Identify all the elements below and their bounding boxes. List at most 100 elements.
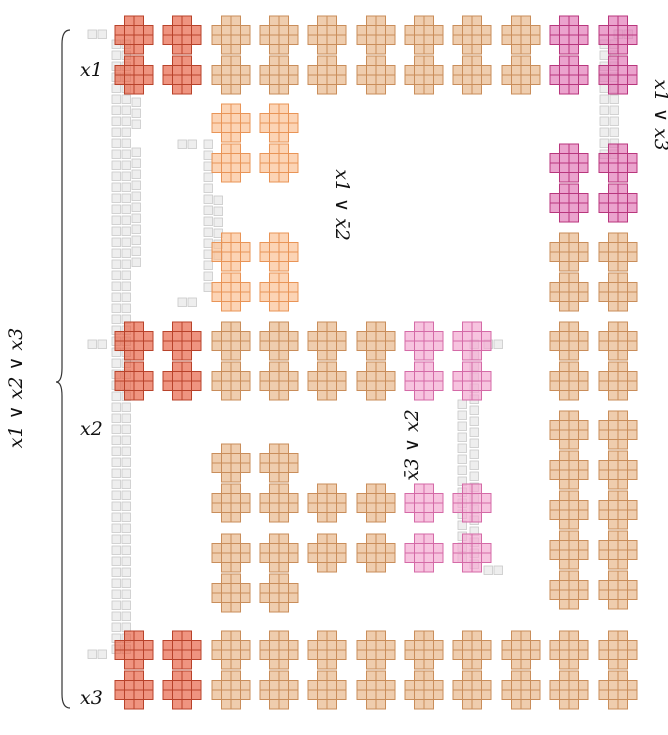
connector-tile — [121, 303, 131, 313]
gadget-w — [307, 321, 347, 361]
connector-tile — [121, 248, 131, 258]
connector-tile — [121, 116, 131, 126]
connector-tile — [111, 611, 121, 621]
connector-tile — [121, 226, 131, 236]
gadget-v — [162, 321, 202, 361]
connector-tile — [131, 235, 141, 245]
connector-tile — [121, 105, 131, 115]
connector-tile — [121, 622, 131, 632]
gadget-p — [404, 361, 444, 401]
connector-tile — [111, 479, 121, 489]
connector-tile — [131, 97, 141, 107]
connector-tile — [111, 193, 121, 203]
connector-tile — [121, 259, 131, 269]
connector-tile — [121, 402, 131, 412]
connector-tile — [213, 217, 223, 227]
connector-tile — [121, 138, 131, 148]
connector-tile — [121, 600, 131, 610]
gadget-m — [549, 183, 589, 223]
clause-label-notx3-x2: x̄3 ∨ x2 — [401, 409, 423, 481]
connector-tile — [609, 94, 619, 104]
gadget-w — [501, 55, 541, 95]
gadget-w — [501, 670, 541, 710]
gadget-o — [259, 143, 299, 183]
connector-tile — [187, 139, 197, 149]
clause-label-x1-notx2: x1 ∨ x̄2 — [331, 169, 353, 241]
connector-tile — [131, 213, 141, 223]
connector-tile — [457, 432, 467, 442]
gadget-w — [549, 570, 589, 610]
gadget-w — [598, 490, 638, 530]
connector-tile — [111, 457, 121, 467]
gadget-o — [259, 232, 299, 272]
gadget-w — [307, 533, 347, 573]
gadget-m — [549, 15, 589, 55]
gadget-w — [598, 450, 638, 490]
connector-tile — [111, 391, 121, 401]
connector-tile — [469, 460, 479, 470]
connector-tile — [111, 446, 121, 456]
connector-tile — [121, 534, 131, 544]
connector-tile — [121, 204, 131, 214]
gadget-m — [549, 55, 589, 95]
gadget-w — [307, 483, 347, 523]
connector-tile — [121, 479, 131, 489]
gadget-w — [404, 630, 444, 670]
connector-tile — [111, 160, 121, 170]
connector-tile — [121, 523, 131, 533]
connector-tile — [203, 282, 213, 292]
connector-tile — [131, 108, 141, 118]
connector-tile — [111, 171, 121, 181]
connector-tile — [121, 270, 131, 280]
connector-tile — [87, 339, 97, 349]
connector-tile — [131, 180, 141, 190]
clause-brace — [55, 29, 71, 709]
connector-tile — [111, 138, 121, 148]
connector-tile — [121, 545, 131, 555]
gadget-w — [259, 55, 299, 95]
connector-tile — [111, 50, 121, 60]
connector-tile — [111, 501, 121, 511]
gadget-w — [259, 321, 299, 361]
connector-tile — [457, 421, 467, 431]
connector-tile — [111, 567, 121, 577]
connector-tile — [111, 556, 121, 566]
gadget-w — [452, 630, 492, 670]
connector-tile — [121, 182, 131, 192]
connector-tile — [111, 622, 121, 632]
gadget-w — [211, 573, 251, 613]
gadget-v — [162, 361, 202, 401]
gadget-w — [211, 55, 251, 95]
connector-tile — [131, 169, 141, 179]
gadget-w — [549, 630, 589, 670]
gadget-w — [259, 533, 299, 573]
gadget-m — [598, 183, 638, 223]
connector-tile — [203, 183, 213, 193]
connector-tile — [483, 565, 493, 575]
connector-tile — [111, 413, 121, 423]
connector-tile — [213, 195, 223, 205]
connector-tile — [111, 226, 121, 236]
gadget-w — [549, 490, 589, 530]
gadget-w — [259, 483, 299, 523]
connector-tile — [493, 565, 503, 575]
connector-tile — [97, 29, 107, 39]
connector-tile — [97, 649, 107, 659]
gadget-w — [501, 15, 541, 55]
gadget-w — [259, 361, 299, 401]
connector-tile — [111, 578, 121, 588]
connector-tile — [131, 224, 141, 234]
gadget-o — [259, 272, 299, 312]
connector-tile — [457, 465, 467, 475]
gadget-w — [259, 573, 299, 613]
connector-tile — [111, 248, 121, 258]
gadget-v — [162, 630, 202, 670]
connector-tile — [121, 589, 131, 599]
gadget-v — [162, 670, 202, 710]
connector-tile — [111, 149, 121, 159]
connector-tile — [131, 246, 141, 256]
gadget-o — [211, 232, 251, 272]
connector-tile — [111, 127, 121, 137]
gadget-w — [211, 443, 251, 483]
connector-tile — [111, 215, 121, 225]
